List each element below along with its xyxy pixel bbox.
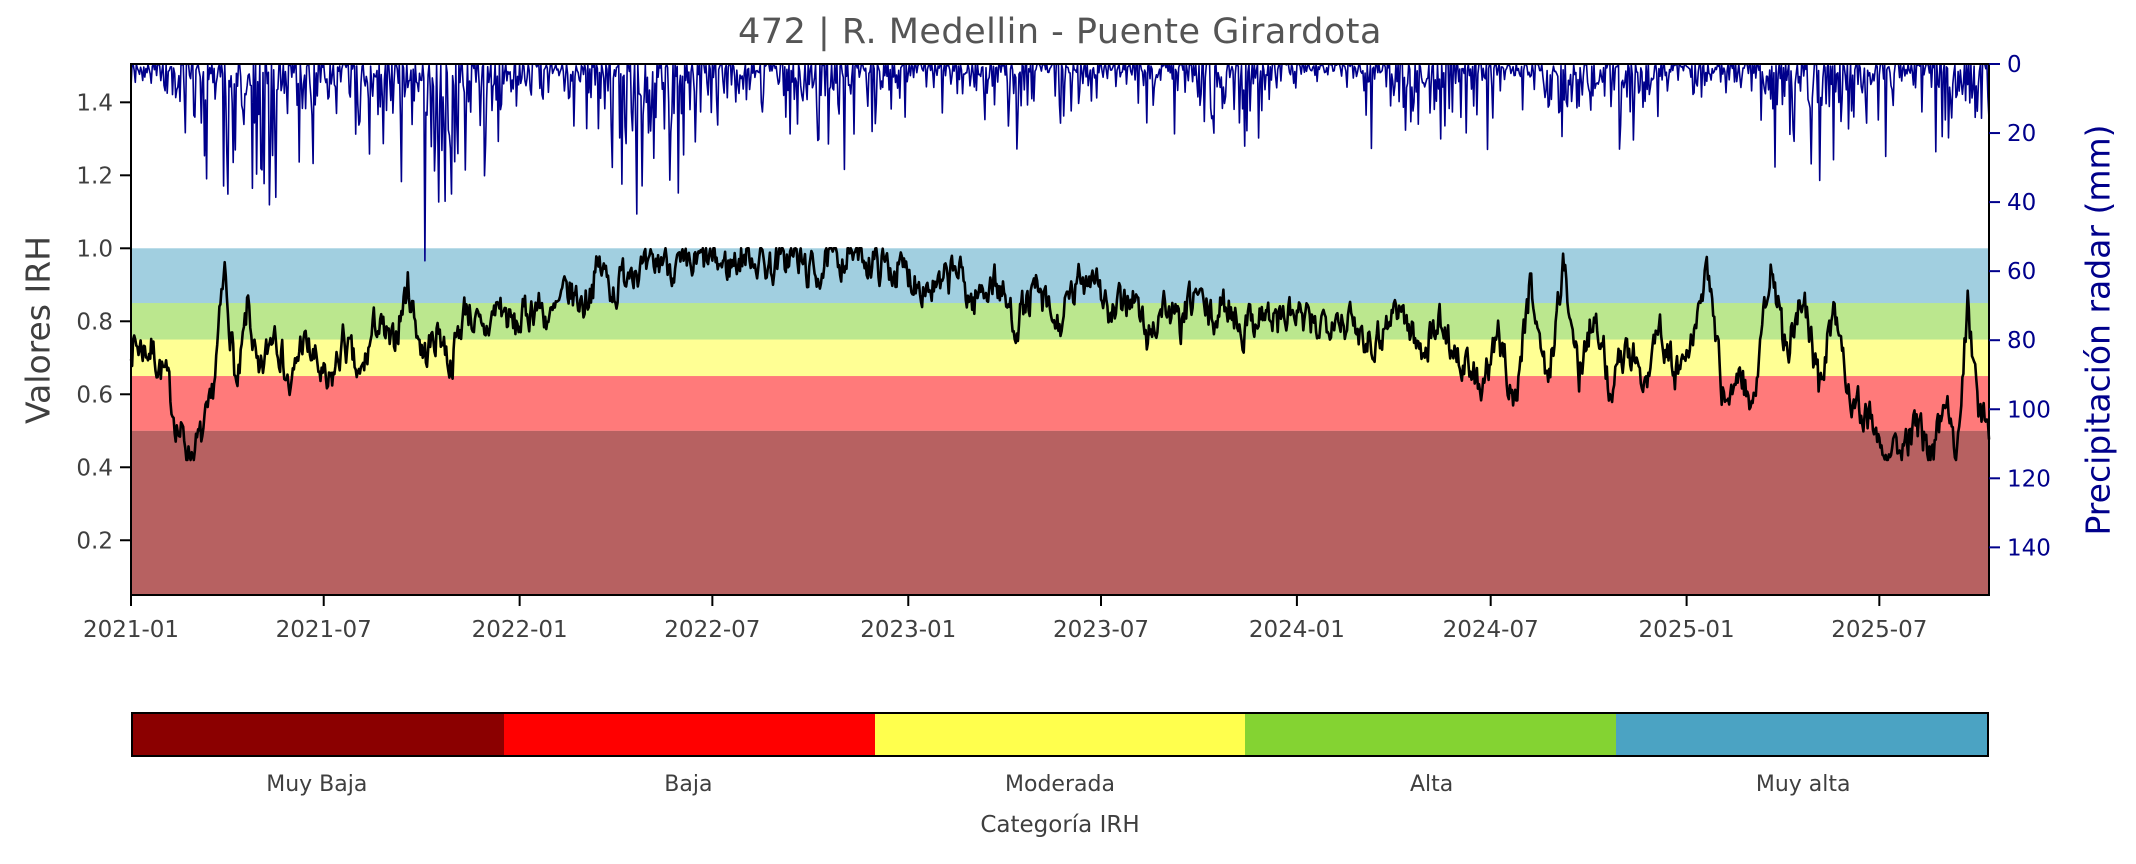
precipitation-series-line — [130, 63, 1990, 262]
y-right-tick-label: 20 — [2007, 121, 2036, 147]
plot-border — [130, 63, 1990, 596]
colorbar-label-baja: Baja — [664, 772, 713, 797]
irh-category-colorbar — [131, 712, 1989, 757]
colorbar-segment-moderada — [874, 714, 1246, 755]
y-axis-label-left: Valores IRH — [18, 236, 58, 424]
y-left-tick-label: 1.4 — [76, 90, 113, 116]
x-tick-label: 2023-07 — [1053, 617, 1149, 643]
y-right-tick-label: 100 — [2007, 397, 2051, 423]
x-tick-label: 2025-07 — [1831, 617, 1927, 643]
x-tick-label: 2021-01 — [83, 617, 179, 643]
y-left-tick-label: 0.4 — [76, 455, 113, 481]
y-left-tick-label: 0.6 — [76, 382, 113, 408]
y-right-tick-label: 80 — [2007, 328, 2036, 354]
colorbar-segment-muy-alta — [1616, 714, 1987, 755]
colorbar-label-muy-baja: Muy Baja — [266, 772, 368, 797]
y-right-tick-label: 40 — [2007, 190, 2036, 216]
x-tick-label: 2025-01 — [1639, 617, 1735, 643]
x-tick-label: 2023-01 — [860, 617, 956, 643]
y-right-tick-label: 60 — [2007, 259, 2036, 285]
colorbar-caption: Categoría IRH — [980, 812, 1140, 838]
y-axis-label-right: Precipitación radar (mm) — [2078, 124, 2118, 536]
x-tick-label: 2024-07 — [1443, 617, 1539, 643]
y-right-tick-label: 140 — [2007, 535, 2051, 561]
y-right-tick-label: 0 — [2007, 52, 2022, 78]
colorbar-label-muy-alta: Muy alta — [1755, 772, 1851, 797]
y-right-tick-label: 120 — [2007, 466, 2051, 492]
x-tick-label: 2022-01 — [472, 617, 568, 643]
x-tick-label: 2024-01 — [1249, 617, 1345, 643]
colorbar-segment-alta — [1245, 714, 1617, 755]
colorbar-label-moderada: Moderada — [1005, 772, 1115, 797]
irh-band-muy-alta — [131, 248, 1989, 304]
colorbar-segment-muy-baja — [133, 714, 504, 755]
colorbar-label-alta: Alta — [1409, 772, 1454, 797]
colorbar-segment-baja — [503, 714, 875, 755]
x-tick-label: 2022-07 — [664, 617, 760, 643]
chart-canvas: 0.2 0.4 0.6 0.8 1.0 1.2 1.4 0 20 40 60 80 100 120 140 2… — [76, 52, 2051, 643]
irh-series-line — [129, 247, 1991, 462]
irh-band-baja — [131, 376, 1989, 431]
y-left-tick-label: 0.2 — [76, 528, 113, 554]
irh-band-muy-baja — [131, 430, 1989, 595]
irh-band-moderada — [131, 339, 1989, 377]
y-left-tick-label: 0.8 — [76, 309, 113, 335]
colorbar-labels: Muy Baja Baja Moderada Alta Muy alta — [131, 772, 1989, 797]
chart-title: 472 | R. Medellin - Puente Girardota — [738, 12, 1382, 52]
x-tick-label: 2021-07 — [276, 617, 372, 643]
y-left-tick-label: 1.2 — [76, 163, 113, 189]
y-left-tick-label: 1.0 — [76, 236, 113, 262]
